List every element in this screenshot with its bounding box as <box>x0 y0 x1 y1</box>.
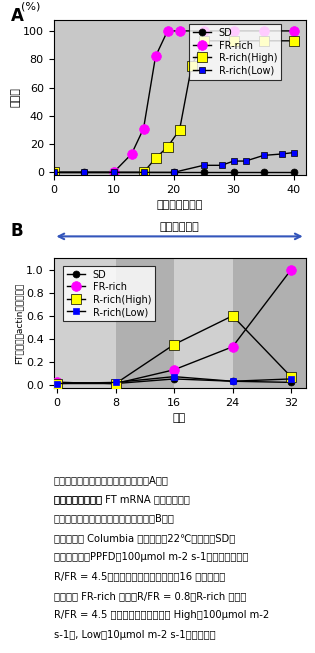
R-rich(High) <box>178 126 181 134</box>
FR-rich <box>114 379 117 387</box>
FR-rich <box>202 27 205 35</box>
Line: R-rich(High): R-rich(High) <box>52 311 296 389</box>
Text: 長日処理期間: 長日処理期間 <box>160 223 199 232</box>
R-rich(Low) <box>289 375 293 383</box>
R-rich(High) <box>172 341 176 349</box>
Text: 図１．シロイヌナズナの花成誘導（A）な: 図１．シロイヌナズナの花成誘導（A）な <box>54 475 169 485</box>
SD <box>114 379 117 387</box>
Text: R/FR = 4.5 を用いた。　光強度は High（100μmol m-2: R/FR = 4.5 を用いた。 光強度は High（100μmol m-2 <box>54 611 269 620</box>
Legend: SD, FR-rich, R-rich(High), R-rich(Low): SD, FR-rich, R-rich(High), R-rich(Low) <box>189 24 281 80</box>
Text: (%): (%) <box>21 2 40 12</box>
SD <box>52 168 55 176</box>
SD <box>172 168 175 176</box>
R-rich(Low) <box>112 168 115 176</box>
FR-rich <box>289 266 293 274</box>
SD <box>82 168 85 176</box>
R-rich(High) <box>114 379 117 387</box>
R-rich(Low) <box>231 377 234 385</box>
R-rich(High) <box>231 312 234 320</box>
SD <box>292 168 295 176</box>
Text: A: A <box>11 7 24 25</box>
R-rich(Low) <box>82 168 85 176</box>
X-axis label: 時間: 時間 <box>173 413 186 423</box>
Line: R-rich(Low): R-rich(Low) <box>50 149 297 176</box>
SD <box>289 379 293 387</box>
SD <box>232 168 235 176</box>
R-rich(Low) <box>55 379 59 387</box>
Text: s-1）, Low（10μmol m-2 s-1）とした。: s-1）, Low（10μmol m-2 s-1）とした。 <box>54 630 215 640</box>
R-rich(Low) <box>52 168 55 176</box>
Bar <box>54 259 116 388</box>
R-rich(High) <box>202 37 205 44</box>
Text: エコタイプ Columbia を供試し、22℃、短日（SD：: エコタイプ Columbia を供試し、22℃、短日（SD： <box>54 533 235 543</box>
R-rich(High) <box>190 62 193 70</box>
FR-rich <box>112 168 115 176</box>
Bar <box>116 259 174 388</box>
R-rich(Low) <box>202 161 205 169</box>
FR-rich <box>231 343 234 351</box>
R-rich(High) <box>166 143 169 151</box>
Line: FR-rich: FR-rich <box>49 26 298 177</box>
R-rich(Low) <box>232 157 235 165</box>
R-rich(High) <box>52 168 55 176</box>
R-rich(Low) <box>292 149 295 157</box>
R-rich(High) <box>232 37 235 44</box>
SD <box>202 168 205 176</box>
R-rich(Low) <box>262 151 266 159</box>
R-rich(High) <box>154 154 158 162</box>
Bar <box>174 259 232 388</box>
R-rich(High) <box>289 373 293 381</box>
FR-rich <box>154 52 158 60</box>
Bar <box>232 259 306 388</box>
R-rich(High) <box>55 379 59 387</box>
R-rich(Low) <box>280 150 284 158</box>
Y-axis label: FT発現量（actin比相対値）: FT発現量（actin比相対値） <box>14 283 23 364</box>
Line: R-rich(High): R-rich(High) <box>49 36 298 177</box>
FR-rich <box>172 366 176 374</box>
SD <box>142 168 146 176</box>
R-rich(Low) <box>244 157 248 165</box>
Text: らびに葉における: らびに葉における <box>54 494 105 504</box>
Line: SD: SD <box>50 169 297 176</box>
SD <box>231 377 234 385</box>
R-rich(High) <box>262 37 266 44</box>
X-axis label: 長日処理後日数: 長日処理後日数 <box>156 200 203 210</box>
Text: 光源には FR-rich 光源、R/FR = 0.8；R-rich 光源、: 光源には FR-rich 光源、R/FR = 0.8；R-rich 光源、 <box>54 591 246 601</box>
Line: SD: SD <box>54 375 295 387</box>
Y-axis label: 開花率: 開花率 <box>10 88 20 107</box>
R-rich(High) <box>292 37 295 44</box>
R-rich(Low) <box>220 161 223 169</box>
SD <box>262 168 266 176</box>
FR-rich <box>142 125 146 133</box>
Line: FR-rich: FR-rich <box>52 265 296 389</box>
Legend: SD, FR-rich, R-rich(High), R-rich(Low): SD, FR-rich, R-rich(High), R-rich(Low) <box>63 266 155 321</box>
SD <box>172 375 176 383</box>
Text: B: B <box>11 222 23 240</box>
Text: R/FR = 4.5）条件で実施。長日処理（16 時間）時の: R/FR = 4.5）条件で実施。長日処理（16 時間）時の <box>54 571 225 582</box>
R-rich(High) <box>142 168 146 176</box>
FR-rich <box>178 27 181 35</box>
R-rich(Low) <box>114 379 117 387</box>
FR-rich <box>262 27 266 35</box>
FR-rich <box>52 168 55 176</box>
Line: R-rich(Low): R-rich(Low) <box>54 373 295 387</box>
FR-rich <box>55 379 59 387</box>
R-rich(Low) <box>172 168 175 176</box>
R-rich(Low) <box>142 168 146 176</box>
FR-rich <box>130 150 134 158</box>
SD <box>112 168 115 176</box>
Text: ８時間日長、PPFD：100μmol m-2 s-1、白色蛍光灯、: ８時間日長、PPFD：100μmol m-2 s-1、白色蛍光灯、 <box>54 552 248 562</box>
R-rich(Low) <box>172 373 176 381</box>
FR-rich <box>232 27 235 35</box>
Text: 長日１回処理時の光質、光量の影響（B）．: 長日１回処理時の光質、光量の影響（B）． <box>54 513 175 524</box>
SD <box>55 379 59 387</box>
FR-rich <box>166 27 169 35</box>
Text: らびに葉における FT mRNA 発現に及ぼす: らびに葉における FT mRNA 発現に及ぼす <box>54 494 189 504</box>
FR-rich <box>292 27 295 35</box>
